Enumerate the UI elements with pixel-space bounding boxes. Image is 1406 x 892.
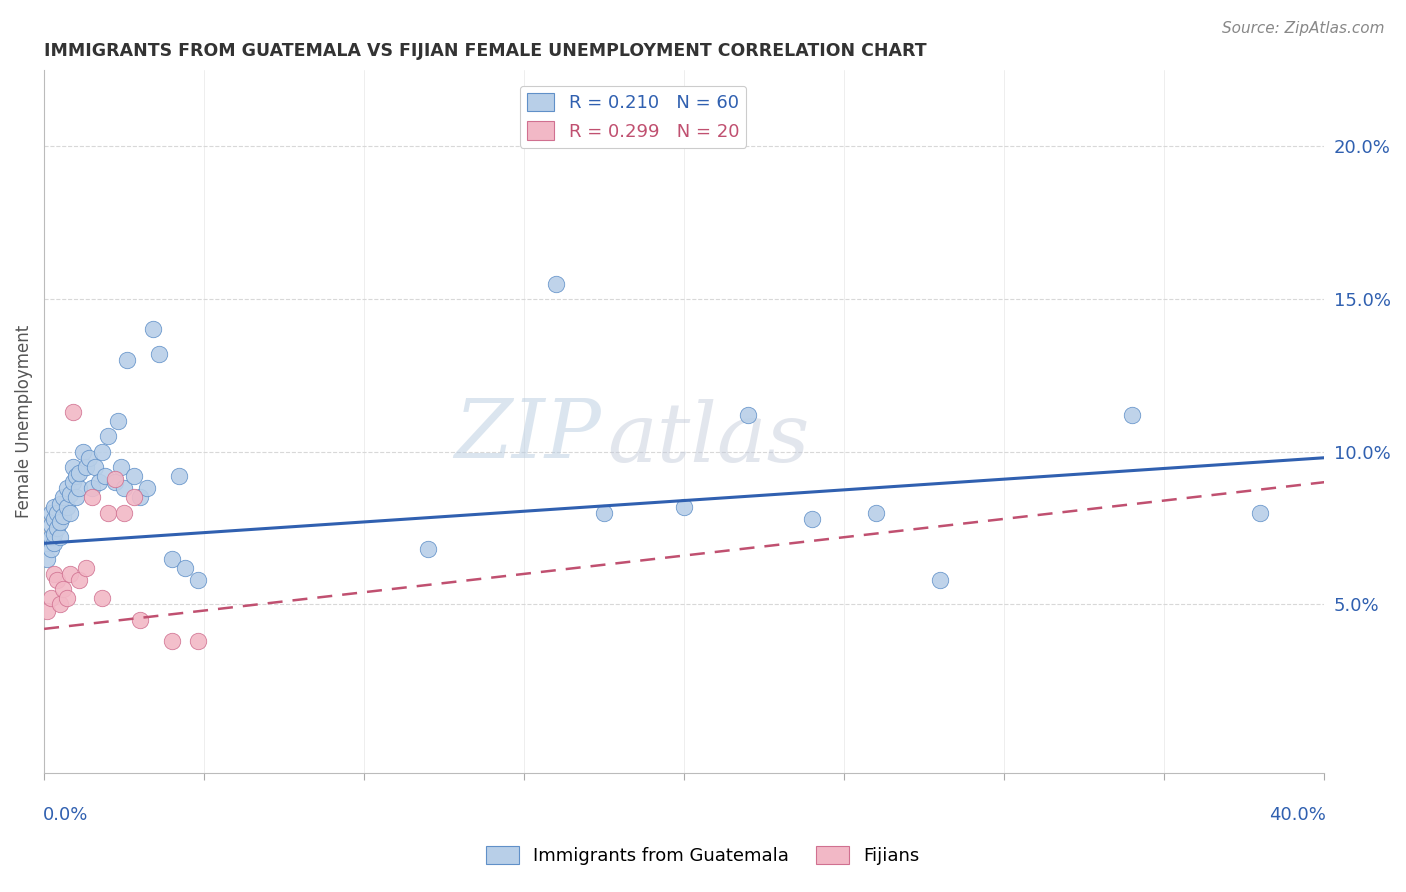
Point xyxy=(122,469,145,483)
Point xyxy=(129,491,152,505)
Point xyxy=(77,450,100,465)
Point xyxy=(142,322,165,336)
Point xyxy=(1121,408,1143,422)
Point xyxy=(160,551,183,566)
Point xyxy=(42,566,65,581)
Point xyxy=(187,634,209,648)
Point xyxy=(49,497,72,511)
Point xyxy=(117,353,139,368)
Point xyxy=(97,429,120,443)
Point xyxy=(42,527,65,541)
Point xyxy=(65,491,87,505)
Point xyxy=(55,481,77,495)
Point xyxy=(84,459,107,474)
Point xyxy=(148,347,170,361)
Point xyxy=(52,491,75,505)
Point xyxy=(39,591,62,606)
Point xyxy=(112,506,135,520)
Point xyxy=(75,561,97,575)
Text: 0.0%: 0.0% xyxy=(42,806,89,824)
Point xyxy=(52,582,75,596)
Legend: R = 0.210   N = 60, R = 0.299   N = 20: R = 0.210 N = 60, R = 0.299 N = 20 xyxy=(520,86,747,148)
Text: ZIP: ZIP xyxy=(454,395,600,475)
Point xyxy=(49,530,72,544)
Point xyxy=(62,405,84,419)
Point xyxy=(87,475,110,490)
Point xyxy=(45,506,67,520)
Point xyxy=(82,491,104,505)
Point xyxy=(90,591,112,606)
Point xyxy=(122,491,145,505)
Point xyxy=(112,481,135,495)
Point xyxy=(62,475,84,490)
Point xyxy=(90,444,112,458)
Point xyxy=(673,500,696,514)
Point xyxy=(129,613,152,627)
Point xyxy=(67,466,90,480)
Point xyxy=(37,536,59,550)
Point xyxy=(45,573,67,587)
Point xyxy=(67,573,90,587)
Point xyxy=(865,506,887,520)
Point xyxy=(49,515,72,529)
Point xyxy=(72,444,94,458)
Point xyxy=(39,530,62,544)
Point xyxy=(97,506,120,520)
Point xyxy=(94,469,117,483)
Text: atlas: atlas xyxy=(607,399,810,479)
Point xyxy=(174,561,197,575)
Point xyxy=(1249,506,1271,520)
Point xyxy=(75,459,97,474)
Point xyxy=(929,573,952,587)
Point xyxy=(82,481,104,495)
Point xyxy=(62,459,84,474)
Point xyxy=(52,508,75,523)
Point xyxy=(167,469,190,483)
Point xyxy=(45,521,67,535)
Point xyxy=(737,408,759,422)
Point xyxy=(65,469,87,483)
Point xyxy=(42,500,65,514)
Text: 40.0%: 40.0% xyxy=(1268,806,1326,824)
Point xyxy=(546,277,568,291)
Point xyxy=(593,506,616,520)
Point xyxy=(59,566,82,581)
Point xyxy=(42,536,65,550)
Point xyxy=(59,506,82,520)
Point xyxy=(107,414,129,428)
Point xyxy=(39,518,62,533)
Point xyxy=(37,551,59,566)
Point xyxy=(135,481,157,495)
Point xyxy=(55,591,77,606)
Point xyxy=(55,500,77,514)
Point xyxy=(160,634,183,648)
Legend: Immigrants from Guatemala, Fijians: Immigrants from Guatemala, Fijians xyxy=(479,838,927,872)
Point xyxy=(67,481,90,495)
Text: Source: ZipAtlas.com: Source: ZipAtlas.com xyxy=(1222,21,1385,36)
Point xyxy=(801,512,824,526)
Point xyxy=(187,573,209,587)
Point xyxy=(37,603,59,617)
Point xyxy=(59,487,82,501)
Point xyxy=(39,506,62,520)
Point xyxy=(39,542,62,557)
Point xyxy=(103,475,125,490)
Point xyxy=(103,472,125,486)
Point xyxy=(42,512,65,526)
Text: IMMIGRANTS FROM GUATEMALA VS FIJIAN FEMALE UNEMPLOYMENT CORRELATION CHART: IMMIGRANTS FROM GUATEMALA VS FIJIAN FEMA… xyxy=(44,42,927,60)
Y-axis label: Female Unemployment: Female Unemployment xyxy=(15,325,32,517)
Point xyxy=(418,542,440,557)
Point xyxy=(49,598,72,612)
Point xyxy=(110,459,132,474)
